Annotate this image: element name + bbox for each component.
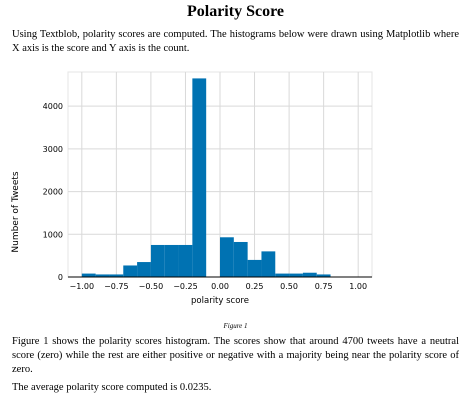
histogram-bar <box>123 265 138 277</box>
x-tick-label: 0.75 <box>315 282 333 291</box>
histogram-bar <box>95 274 110 277</box>
x-tick-label: 0.25 <box>246 282 264 291</box>
polarity-histogram: −1.00 −0.75 −0.50 −0.25 0.00 0.25 0.50 0.75 1.00… <box>11 71 373 306</box>
x-tick-label: −0.75 <box>104 282 129 291</box>
average-paragraph: The average polarity score computed is 0… <box>12 382 212 393</box>
axis-layer: −1.00 −0.75 −0.50 −0.25 0.00 0.25 0.50 0.75 1.00… <box>43 102 372 291</box>
histogram-bar <box>275 273 290 277</box>
histogram-figure: −1.00 −0.75 −0.50 −0.25 0.00 0.25 0.50 0.75 1.00… <box>0 62 471 312</box>
x-tick-label: −0.25 <box>173 282 198 291</box>
y-tick-label: 1000 <box>43 230 63 239</box>
x-tick-label: −1.00 <box>70 282 95 291</box>
histogram-bar <box>164 244 179 277</box>
x-tick-label: 0.50 <box>280 282 298 291</box>
histogram-bar <box>81 273 96 277</box>
bar-layer <box>81 78 331 277</box>
y-tick-label: 2000 <box>43 188 63 197</box>
y-tick-label: 3000 <box>43 145 63 154</box>
histogram-bar <box>247 259 262 277</box>
x-tick-label: 1.00 <box>349 282 367 291</box>
histogram-bar <box>150 244 165 277</box>
histogram-bar <box>289 273 303 277</box>
y-tick-label: 4000 <box>43 102 63 111</box>
histogram-bar <box>109 274 124 277</box>
y-tick-label: 0 <box>58 273 63 282</box>
histogram-bar <box>261 251 276 277</box>
x-tick-label: −0.50 <box>139 282 164 291</box>
figure-caption: Figure 1 <box>223 322 248 330</box>
histogram-bar <box>192 78 207 277</box>
page-title: Polarity Score <box>186 3 284 20</box>
histogram-bar <box>137 262 151 277</box>
y-axis-label: Number of Tweets <box>11 171 21 253</box>
histogram-bar <box>178 244 193 277</box>
histogram-bar <box>302 272 317 277</box>
x-tick-label: 0.00 <box>211 282 229 291</box>
x-axis-label: polarity score <box>191 296 249 306</box>
intro-paragraph: Using Textblob, polarity scores are comp… <box>12 29 459 54</box>
histogram-bar <box>233 241 248 277</box>
histogram-bar <box>316 274 331 277</box>
summary-paragraph: Figure 1 shows the polarity scores histo… <box>12 336 459 375</box>
histogram-bar <box>220 237 234 277</box>
